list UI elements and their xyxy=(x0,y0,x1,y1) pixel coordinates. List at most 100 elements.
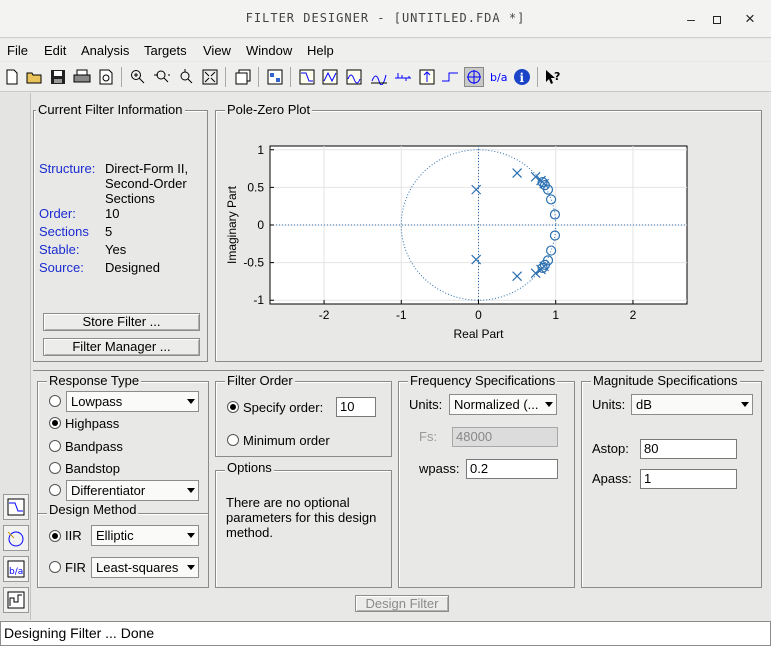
structure-value-line3: Sections xyxy=(105,191,155,206)
import-filter-tool-icon[interactable]: b/a xyxy=(3,556,29,582)
menu-bar: File Edit Analysis Targets View Window H… xyxy=(0,39,771,61)
x-tick-label: 2 xyxy=(630,308,637,322)
group-delay-icon[interactable] xyxy=(344,67,364,87)
status-bar: Designing Filter ... Done xyxy=(0,621,771,646)
layout-icon[interactable] xyxy=(265,67,285,87)
print-preview-icon[interactable] xyxy=(96,67,116,87)
menu-edit[interactable]: Edit xyxy=(44,43,67,58)
x-tick-label: 0 xyxy=(475,308,482,322)
mag-units-label: Units: xyxy=(592,397,626,412)
new-icon[interactable] xyxy=(2,67,22,87)
toolbar-separator xyxy=(258,67,259,87)
maximize-button[interactable] xyxy=(707,9,727,29)
design-filter-button[interactable]: Design Filter xyxy=(355,595,449,612)
menu-view[interactable]: View xyxy=(203,43,231,58)
svg-text:i: i xyxy=(520,71,525,85)
specify-order-label[interactable]: Specify order: xyxy=(243,400,324,415)
structure-value-line1: Direct-Form II, xyxy=(105,161,189,176)
fir-method-value: Least-squares xyxy=(96,560,179,575)
svg-text:b/a: b/a xyxy=(490,71,507,84)
specify-order-radio[interactable] xyxy=(227,401,239,413)
fir-label[interactable]: FIR xyxy=(65,560,86,575)
phase-response-icon[interactable] xyxy=(320,67,340,87)
fir-radio[interactable] xyxy=(49,561,61,573)
source-value: Designed xyxy=(105,260,160,275)
highpass-label[interactable]: Highpass xyxy=(65,416,120,431)
filter-manager-button[interactable]: Filter Manager ... xyxy=(43,338,200,356)
order-value: 10 xyxy=(105,206,120,221)
bandstop-label[interactable]: Bandstop xyxy=(65,461,120,476)
menu-help[interactable]: Help xyxy=(307,43,334,58)
whats-this-icon[interactable]: ? xyxy=(543,67,563,87)
design-filter-tool-icon[interactable] xyxy=(3,494,29,520)
left-tool-strip: b/a xyxy=(0,93,31,620)
toolbar-separator xyxy=(225,67,226,87)
lowpass-radio[interactable] xyxy=(49,395,61,407)
new-plot-icon[interactable] xyxy=(233,67,253,87)
step-response-icon[interactable] xyxy=(417,67,437,87)
magnitude-response-icon[interactable] xyxy=(297,67,317,87)
save-icon[interactable] xyxy=(48,67,68,87)
pole-zero-editor-tool-icon[interactable] xyxy=(3,525,29,551)
fs-input[interactable]: 48000 xyxy=(452,427,558,447)
pole-stroke xyxy=(471,254,482,265)
pole-zero-icon[interactable] xyxy=(464,67,484,87)
full-view-icon[interactable] xyxy=(200,67,220,87)
print-icon[interactable] xyxy=(72,67,92,87)
apass-label: Apass: xyxy=(592,471,632,486)
order-input[interactable]: 10 xyxy=(336,397,376,417)
pole-zero-plot: -2 -1 0 1 2 1 0.5 0 -0.5 -1 Real Part Imaginary P… xyxy=(225,143,688,341)
iir-label[interactable]: IIR xyxy=(65,528,82,543)
differentiator-select[interactable]: Differentiator xyxy=(66,480,199,501)
filter-info-icon[interactable]: i xyxy=(512,67,532,87)
menu-targets[interactable]: Targets xyxy=(144,43,187,58)
store-filter-button[interactable]: Store Filter ... xyxy=(43,313,200,331)
impulse-response-icon[interactable] xyxy=(393,67,413,87)
bandpass-radio[interactable] xyxy=(49,440,61,452)
quantize-tool-icon[interactable] xyxy=(3,587,29,613)
mag-units-select[interactable]: dB xyxy=(631,394,753,415)
title-bar: FILTER DESIGNER - [UNTITLED.FDA *] – × xyxy=(0,0,771,38)
menu-file[interactable]: File xyxy=(7,43,28,58)
chevron-down-icon xyxy=(187,565,195,570)
chevron-down-icon xyxy=(545,402,553,407)
filter-coefficients-icon[interactable]: b/a xyxy=(488,67,508,87)
iir-method-select[interactable]: Elliptic xyxy=(91,525,199,546)
stable-label: Stable: xyxy=(39,242,80,257)
zero-marker xyxy=(549,230,561,241)
toolbar: b/a i ? xyxy=(0,62,771,92)
wpass-input[interactable]: 0.2 xyxy=(466,459,558,479)
close-button[interactable]: × xyxy=(745,9,755,28)
menu-window[interactable]: Window xyxy=(246,43,293,58)
pole-stroke xyxy=(512,168,523,179)
pole-marker xyxy=(471,254,482,265)
zoom-y-icon[interactable] xyxy=(176,67,196,87)
minimum-order-radio[interactable] xyxy=(227,434,239,446)
zoom-in-icon[interactable] xyxy=(128,67,148,87)
svg-text:b/a: b/a xyxy=(9,567,23,577)
bandpass-label[interactable]: Bandpass xyxy=(65,439,123,454)
lowpass-select[interactable]: Lowpass xyxy=(66,391,199,412)
step-icon[interactable] xyxy=(440,67,460,87)
toolbar-separator xyxy=(290,67,291,87)
freq-units-select[interactable]: Normalized (... xyxy=(449,394,557,415)
highpass-radio[interactable] xyxy=(49,417,61,429)
zoom-x-icon[interactable] xyxy=(152,67,172,87)
differentiator-radio[interactable] xyxy=(49,484,61,496)
iir-radio[interactable] xyxy=(49,530,61,542)
minimum-order-label[interactable]: Minimum order xyxy=(243,433,330,448)
menu-analysis[interactable]: Analysis xyxy=(81,43,130,58)
filter-order-title: Filter Order xyxy=(225,373,295,388)
phase-delay-icon[interactable] xyxy=(369,67,389,87)
fir-method-select[interactable]: Least-squares xyxy=(91,557,199,578)
minimize-button[interactable]: – xyxy=(687,11,695,27)
unit-circle xyxy=(400,149,557,301)
options-text-line2: parameters for this design xyxy=(226,510,377,525)
astop-input[interactable]: 80 xyxy=(640,439,737,459)
apass-input[interactable]: 1 xyxy=(640,469,737,489)
current-filter-info-title: Current Filter Information xyxy=(36,102,185,117)
open-icon[interactable] xyxy=(25,67,45,87)
bandstop-radio[interactable] xyxy=(49,462,61,474)
filter-order-panel xyxy=(215,381,392,457)
toolbar-separator xyxy=(121,67,122,87)
